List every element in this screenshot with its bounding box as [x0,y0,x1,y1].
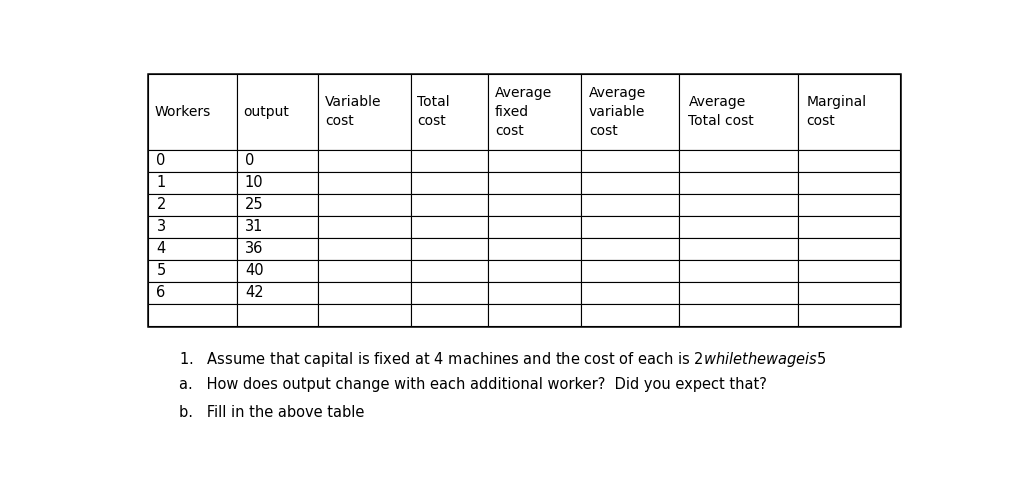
Bar [798,238,900,260]
Bar [679,216,798,238]
Bar [411,282,487,303]
Text: 1: 1 [156,175,166,190]
Bar [411,303,487,325]
Bar [679,282,798,303]
Bar [679,74,798,150]
Bar [147,260,237,282]
Bar [318,260,411,282]
Bar [582,282,679,303]
Bar [411,172,487,193]
Bar [147,193,237,216]
Bar [237,216,318,238]
Bar [487,282,582,303]
Bar [147,282,237,303]
Text: Average
variable
cost: Average variable cost [589,86,646,138]
Text: 4: 4 [156,241,166,256]
Bar [798,150,900,172]
Text: Total
cost: Total cost [417,96,450,129]
Bar [582,260,679,282]
Text: 31: 31 [245,219,264,234]
Text: 5: 5 [156,263,166,278]
Bar [798,172,900,193]
Bar [798,216,900,238]
Bar [147,238,237,260]
Text: 36: 36 [245,241,264,256]
Text: 40: 40 [245,263,264,278]
Text: Average
Total cost: Average Total cost [689,96,754,129]
Bar [679,193,798,216]
Bar [411,260,487,282]
Text: a.   How does output change with each additional worker?  Did you expect that?: a. How does output change with each addi… [179,377,768,392]
Text: 0: 0 [245,153,254,168]
Bar [318,216,411,238]
Bar [237,74,318,150]
Text: Workers: Workers [154,105,211,119]
Bar [318,303,411,325]
Bar [487,172,582,193]
Bar [582,150,679,172]
Bar [487,238,582,260]
Bar [679,150,798,172]
Bar [237,193,318,216]
Text: 42: 42 [245,285,264,300]
Bar [318,172,411,193]
Bar [147,150,237,172]
Bar [318,74,411,150]
Bar [318,150,411,172]
Text: Variable
cost: Variable cost [325,96,381,129]
Bar [147,303,237,325]
Text: 6: 6 [156,285,166,300]
Text: b.   Fill in the above table: b. Fill in the above table [179,405,365,420]
Bar [318,238,411,260]
Bar [679,172,798,193]
Bar [487,74,582,150]
Bar [582,303,679,325]
Bar [487,260,582,282]
Bar [411,216,487,238]
Bar [318,282,411,303]
Bar [487,150,582,172]
Bar [147,74,237,150]
Text: Average
fixed
cost: Average fixed cost [495,86,552,138]
Bar [237,282,318,303]
Bar [798,282,900,303]
Bar [237,303,318,325]
Text: 1.   Assume that capital is fixed at 4 machines and the cost of each is $2 while: 1. Assume that capital is fixed at 4 mac… [179,349,827,369]
Bar [237,172,318,193]
Bar [679,303,798,325]
Bar [798,74,900,150]
Bar [487,216,582,238]
Bar [582,74,679,150]
Bar [147,216,237,238]
Bar [318,193,411,216]
Text: 2: 2 [156,197,166,212]
Text: 25: 25 [245,197,264,212]
Bar [487,193,582,216]
Bar [582,172,679,193]
Bar [487,303,582,325]
Bar [798,260,900,282]
Text: 3: 3 [156,219,166,234]
Bar [411,238,487,260]
Bar [798,303,900,325]
Text: 10: 10 [245,175,264,190]
Bar [798,193,900,216]
Bar [679,238,798,260]
Bar [582,193,679,216]
Text: 0: 0 [156,153,166,168]
Bar [147,74,900,325]
Bar [411,193,487,216]
Bar [582,238,679,260]
Text: output: output [243,105,289,119]
Bar [679,260,798,282]
Bar [582,216,679,238]
Bar [237,238,318,260]
Bar [237,150,318,172]
Text: Marginal
cost: Marginal cost [806,96,867,129]
Bar [411,74,487,150]
Bar [147,172,237,193]
Bar [237,260,318,282]
Bar [411,150,487,172]
